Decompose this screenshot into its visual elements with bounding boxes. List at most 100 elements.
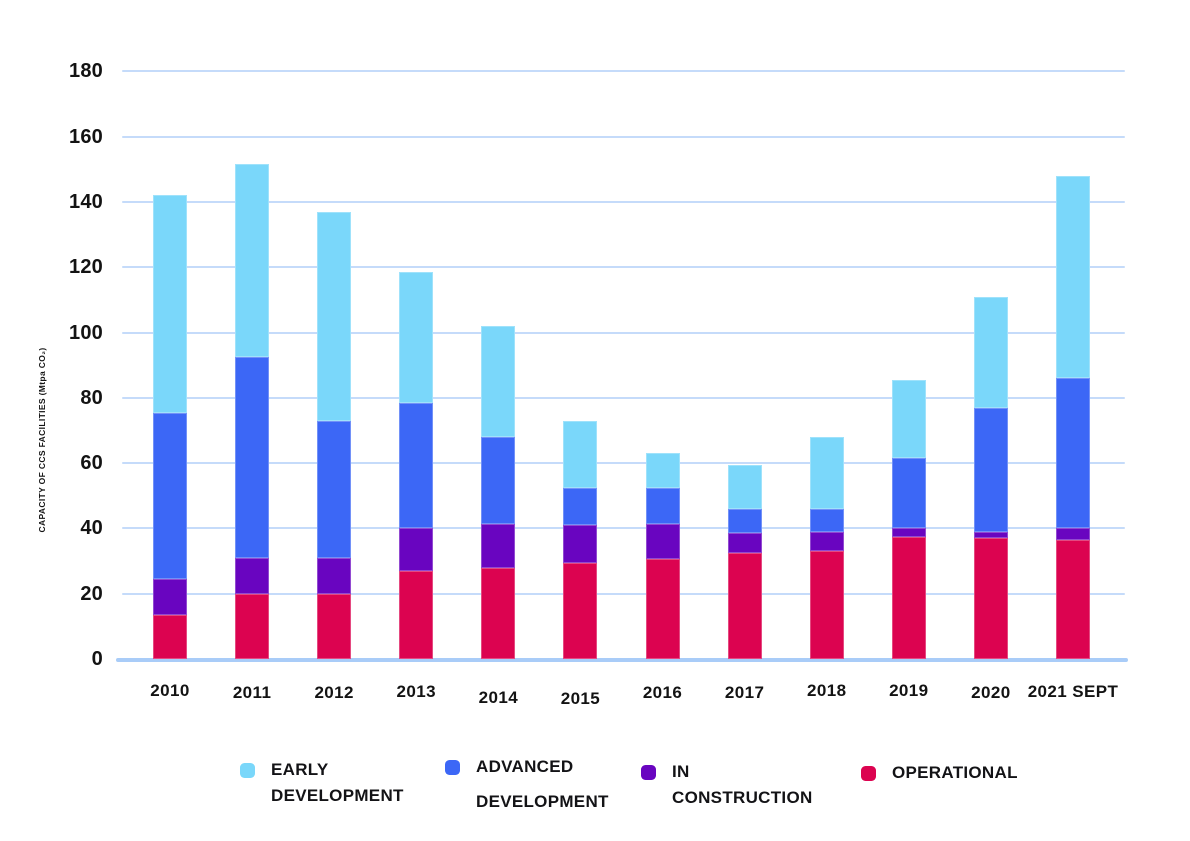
bar-2021-sept-advanced-development: [1055, 378, 1090, 528]
x-label-2010: 2010: [150, 681, 190, 700]
x-label-2011: 2011: [232, 683, 272, 702]
bar-2013-advanced-development: [399, 403, 434, 528]
y-tick-0: 0: [91, 648, 103, 670]
bar-2018-operational: [809, 551, 844, 659]
legend-label-in-construction: IN CONSTRUCTION: [672, 759, 813, 811]
bar-2018-early-development: [809, 437, 844, 509]
bar-2011-operational: [235, 594, 270, 659]
bar-2014-early-development: [481, 326, 516, 437]
x-label-2013: 2013: [396, 682, 436, 701]
legend-label-operational: OPERATIONAL: [892, 760, 1018, 786]
legend-label-line: CONSTRUCTION: [672, 788, 813, 807]
bar-2010-early-development: [153, 195, 187, 413]
bar-2014-operational: [481, 568, 516, 659]
x-label-2014: 2014: [478, 688, 519, 707]
legend-item-early-development: EARLY DEVELOPMENT: [240, 757, 404, 809]
legend-label-line: IN: [672, 762, 690, 781]
y-tick-60: 60: [80, 452, 103, 475]
bar-2012-in-construction: [317, 558, 352, 594]
x-label-2020: 2020: [971, 683, 1011, 702]
bar-2015-advanced-development: [563, 488, 598, 525]
bar-2021-sept-early-development: [1055, 176, 1090, 378]
bar-2019-advanced-development: [891, 458, 926, 528]
x-label-2019: 2019: [889, 681, 929, 700]
y-tick-20: 20: [80, 582, 103, 605]
x-label-2012: 2012: [314, 683, 354, 702]
bar-2014-advanced-development: [481, 437, 516, 524]
x-label-2018: 2018: [807, 681, 847, 700]
bar-2019-early-development: [891, 380, 926, 458]
legend-swatch-operational: [861, 766, 876, 781]
gridline-20: [122, 593, 1125, 595]
x-label-2016: 2016: [642, 683, 683, 702]
bar-2018-advanced-development: [809, 509, 844, 532]
y-tick-140: 140: [69, 190, 103, 213]
bar-2015-operational: [563, 563, 598, 659]
gridline-160: [122, 136, 1125, 138]
bar-2016-operational: [645, 559, 680, 659]
bar-2019-in-construction: [891, 528, 926, 537]
bar-2011-in-construction: [235, 558, 270, 594]
y-tick-180: 180: [69, 60, 103, 83]
legend-label-line: DEVELOPMENT: [476, 792, 609, 811]
legend-item-operational: OPERATIONAL: [861, 760, 1018, 786]
bar-2017-in-construction: [727, 533, 762, 553]
legend-label-early-development: EARLY DEVELOPMENT: [271, 757, 404, 809]
gridline-120: [122, 266, 1125, 268]
bar-2013-early-development: [399, 272, 434, 403]
gridline-100: [122, 332, 1125, 334]
bar-2018-in-construction: [809, 532, 844, 551]
x-label-2021-sept: 2021 SEPT: [1027, 682, 1119, 701]
y-tick-40: 40: [80, 517, 103, 540]
bar-2017-operational: [727, 553, 762, 659]
legend-label-line: OPERATIONAL: [892, 763, 1018, 782]
bar-2014-in-construction: [481, 524, 516, 568]
bar-2012-early-development: [317, 212, 352, 421]
bar-2013-operational: [399, 571, 434, 659]
gridline-80: [122, 397, 1125, 399]
legend-swatch-early-development: [240, 763, 255, 778]
legend-swatch-advanced-development: [445, 760, 460, 775]
gridline-180: [122, 70, 1125, 72]
bar-2015-early-development: [563, 421, 598, 488]
bar-2019-operational: [891, 537, 926, 659]
gridline-40: [122, 527, 1125, 529]
legend-swatch-in-construction: [641, 765, 656, 780]
legend-label-line: EARLY: [271, 760, 329, 779]
bar-2011-early-development: [235, 164, 270, 357]
bar-2010-in-construction: [153, 579, 187, 615]
x-label-2017: 2017: [724, 683, 765, 702]
gridline-140: [122, 201, 1125, 203]
y-tick-120: 120: [69, 256, 103, 279]
legend-label-line: DEVELOPMENT: [271, 786, 404, 805]
legend-item-advanced-development: ADVANCED DEVELOPMENT: [445, 754, 609, 815]
bar-2016-early-development: [645, 453, 680, 488]
bar-2016-in-construction: [645, 524, 680, 559]
bar-2016-advanced-development: [645, 488, 680, 524]
bar-2020-in-construction: [973, 532, 1008, 538]
bar-2015-in-construction: [563, 525, 598, 563]
bar-2010-operational: [153, 615, 187, 659]
bar-2017-advanced-development: [727, 509, 762, 533]
bar-2021-sept-in-construction: [1055, 528, 1090, 540]
bar-2021-sept-operational: [1055, 540, 1090, 659]
bar-2013-in-construction: [399, 528, 434, 571]
y-tick-100: 100: [69, 321, 103, 344]
gridline-60: [122, 462, 1125, 464]
bar-2020-advanced-development: [973, 408, 1008, 532]
bar-2010-advanced-development: [153, 413, 187, 579]
bar-2011-advanced-development: [235, 357, 270, 558]
bar-2012-advanced-development: [317, 421, 352, 558]
legend-item-in-construction: IN CONSTRUCTION: [641, 759, 813, 811]
legend-label-line: ADVANCED: [476, 757, 574, 776]
legend-label-advanced-development: ADVANCED DEVELOPMENT: [476, 754, 609, 815]
bar-2017-early-development: [727, 465, 762, 509]
x-label-2015: 2015: [560, 689, 601, 708]
x-axis-line: [116, 658, 1128, 662]
y-tick-80: 80: [80, 386, 103, 409]
bar-2020-operational: [973, 538, 1008, 659]
bar-2020-early-development: [973, 297, 1008, 408]
